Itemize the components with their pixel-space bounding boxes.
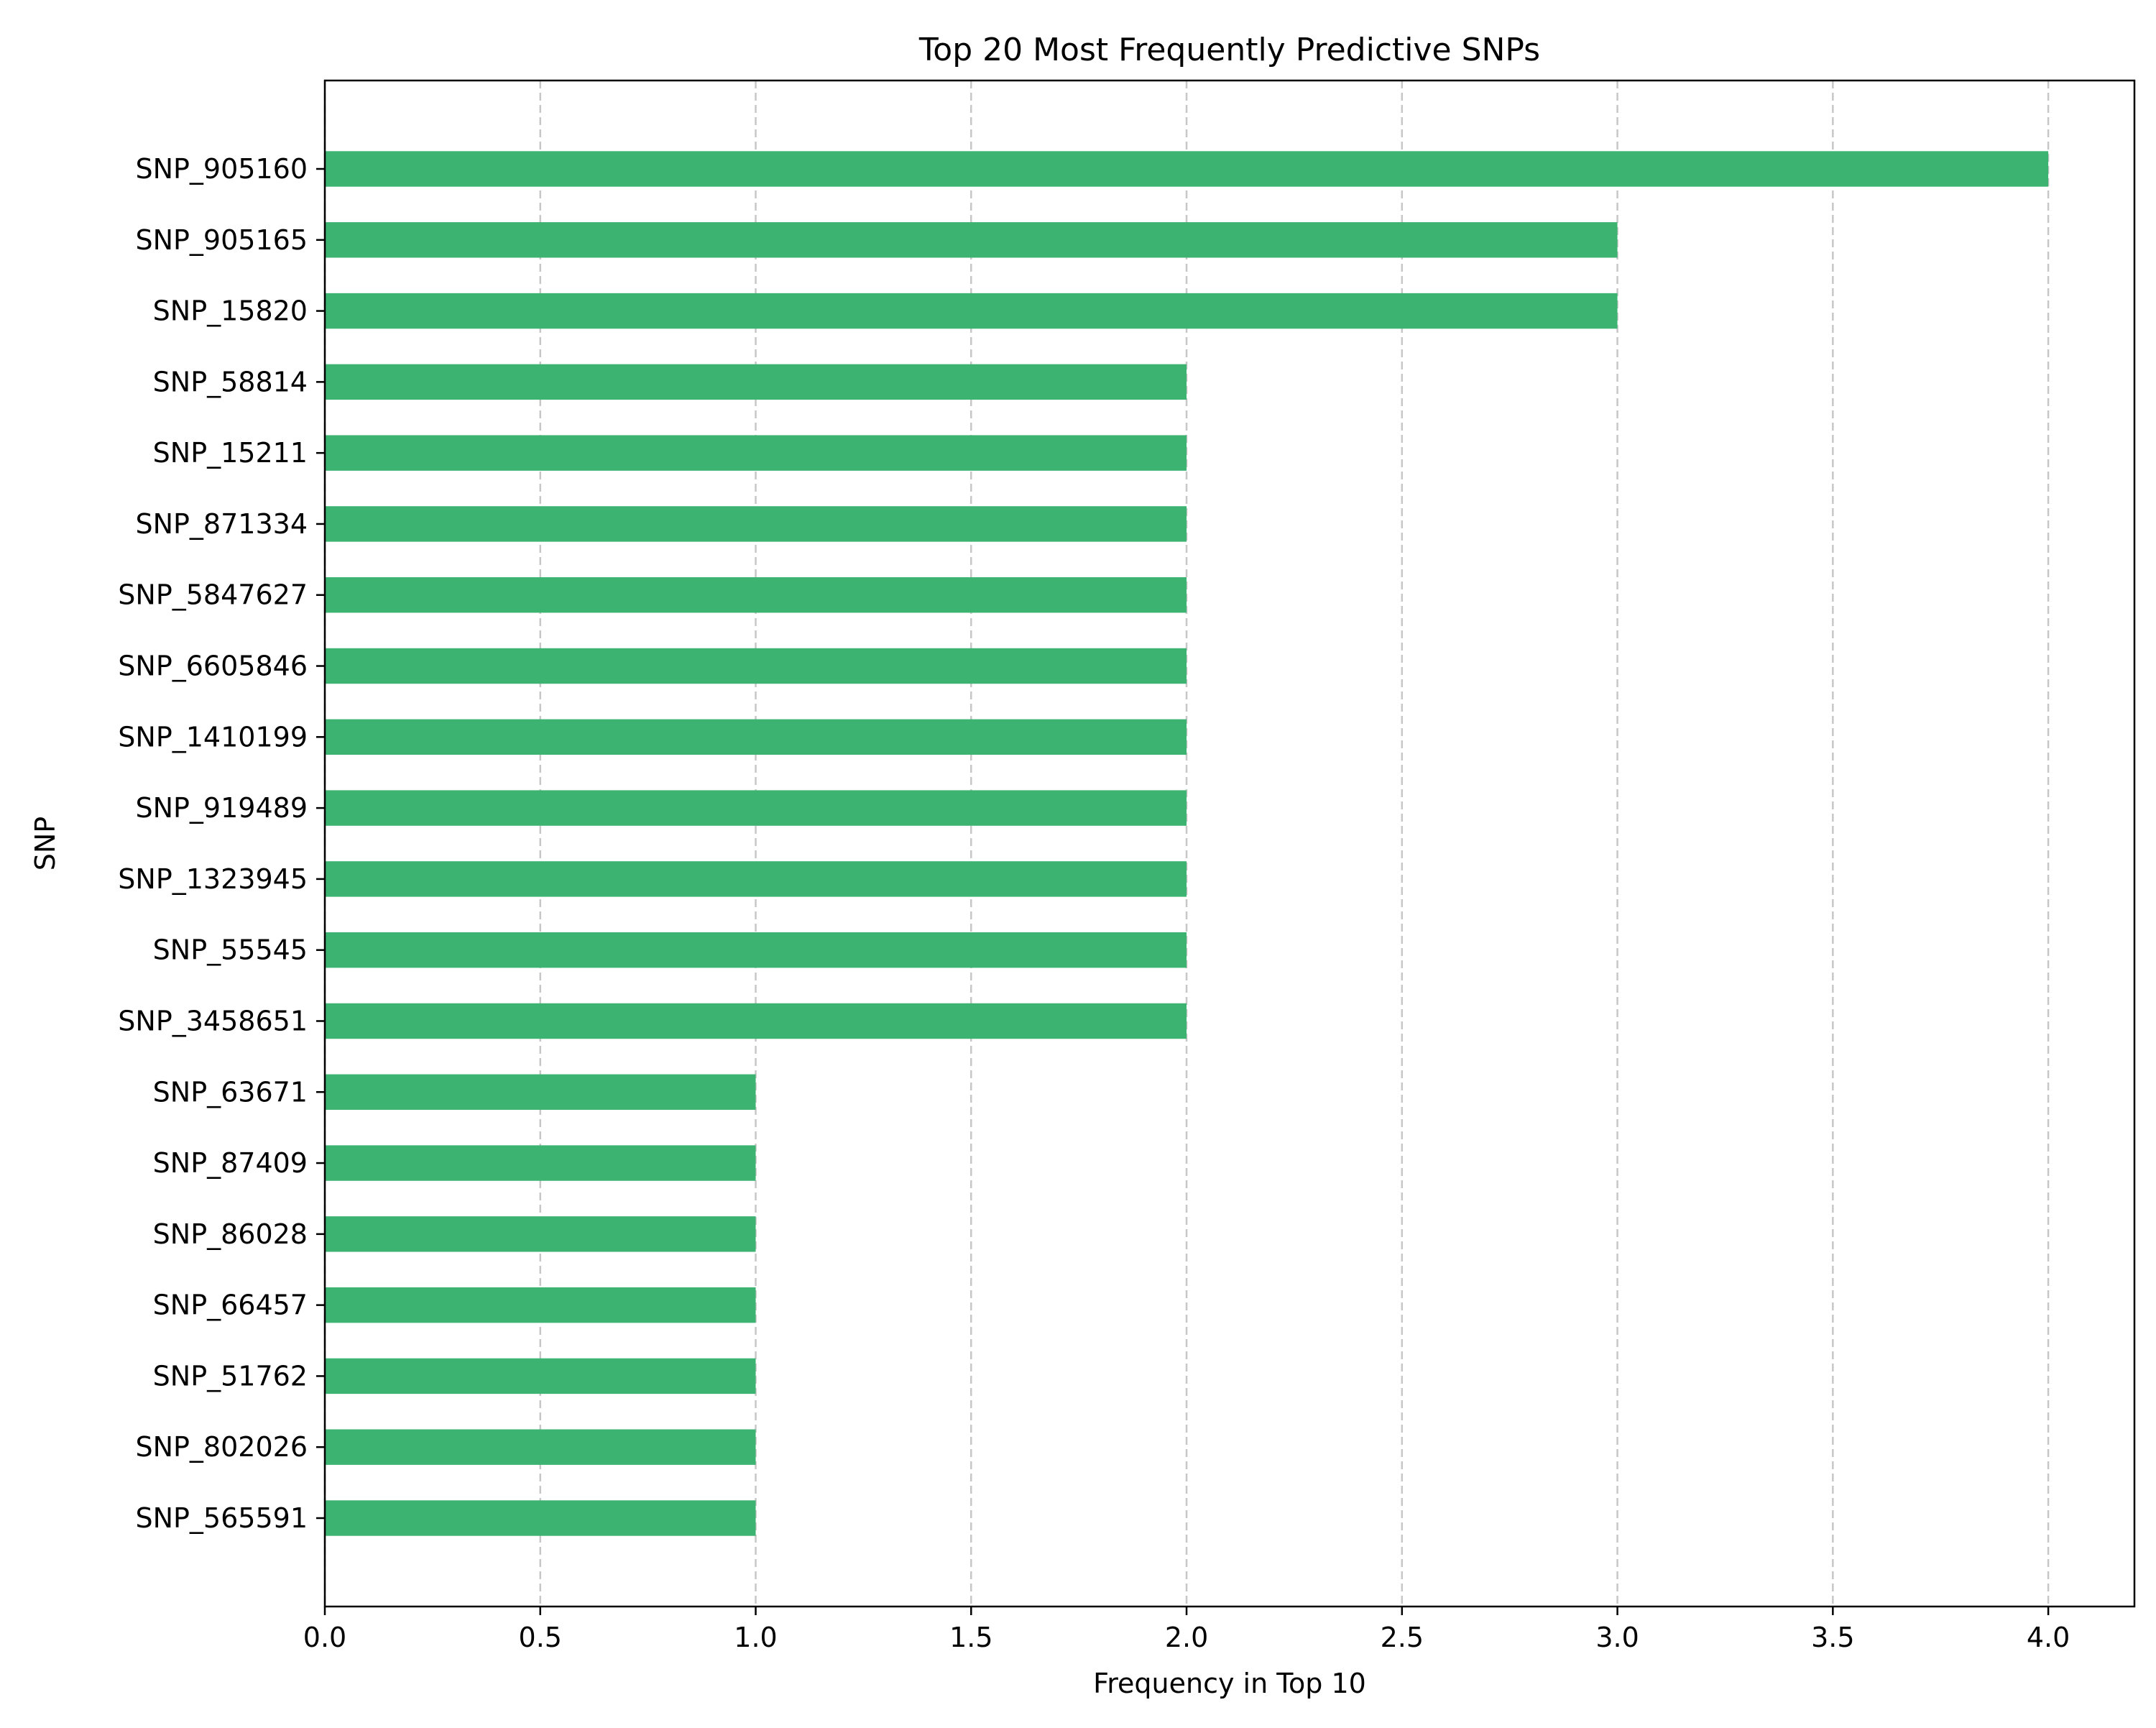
bar-snp-1323945 [325, 861, 1187, 897]
y-axis-label: SNP [29, 817, 61, 870]
x-axis-ticks: 0.0 0.5 1.0 1.5 2.0 2.5 3.0 3.5 4.0 [303, 1607, 2070, 1653]
y-tick-label: SNP_1410199 [118, 721, 308, 753]
bar-snp-905165 [325, 222, 1618, 258]
x-tick-label: 2.0 [1165, 1622, 1208, 1653]
x-tick-label: 4.0 [2027, 1622, 2070, 1653]
bar-snp-919489 [325, 790, 1187, 826]
x-tick-label: 3.0 [1595, 1622, 1639, 1653]
bar-snp-51762 [325, 1358, 756, 1394]
bar-snp-802026 [325, 1429, 756, 1465]
y-tick-label: SNP_6605846 [118, 651, 308, 682]
bar-snp-15211 [325, 435, 1187, 471]
grid-layer [323, 81, 2050, 1607]
bar-snp-58814 [325, 364, 1187, 400]
y-tick-label: SNP_5847627 [118, 579, 308, 611]
bar-snp-55545 [325, 932, 1187, 968]
bar-snp-3458651 [325, 1003, 1187, 1039]
y-tick-label: SNP_51762 [153, 1360, 308, 1392]
bar-snp-15820 [325, 293, 1618, 329]
y-tick-label: SNP_802026 [135, 1431, 308, 1463]
y-tick-label: SNP_55545 [153, 934, 308, 966]
y-tick-label: SNP_919489 [135, 792, 308, 824]
x-tick-label: 1.0 [734, 1622, 777, 1653]
x-tick-label: 0.0 [303, 1622, 346, 1653]
y-tick-label: SNP_905160 [135, 153, 308, 185]
y-tick-label: SNP_905165 [135, 224, 308, 256]
bar-snp-565591 [325, 1500, 756, 1536]
y-tick-label: SNP_66457 [153, 1290, 308, 1321]
bar-snp-5847627 [325, 577, 1187, 613]
y-tick-label: SNP_63671 [153, 1076, 308, 1108]
bar-snp-87409 [325, 1145, 756, 1181]
bar-snp-66457 [325, 1287, 756, 1323]
x-tick-label: 1.5 [949, 1622, 992, 1653]
y-tick-label: SNP_1323945 [118, 863, 308, 895]
bar-snp-871334 [325, 506, 1187, 542]
x-tick-label: 0.5 [519, 1622, 562, 1653]
y-tick-label: SNP_3458651 [118, 1005, 308, 1037]
bar-snp-6605846 [325, 648, 1187, 684]
x-axis-label: Frequency in Top 10 [1093, 1668, 1366, 1699]
y-tick-label: SNP_565591 [135, 1502, 308, 1534]
y-tick-label: SNP_58814 [153, 366, 308, 397]
plot-frame [323, 79, 2136, 1608]
x-tick-label: 2.5 [1381, 1622, 1424, 1653]
chart-title: Top 20 Most Frequently Predictive SNPs [918, 32, 1540, 68]
x-tick-label: 3.5 [1811, 1622, 1854, 1653]
y-tick-label: SNP_871334 [135, 508, 308, 540]
bars-layer [325, 151, 2049, 1536]
y-tick-label: SNP_15820 [153, 295, 308, 327]
y-tick-label: SNP_15211 [153, 437, 308, 469]
bar-snp-63671 [325, 1074, 756, 1110]
bar-snp-86028 [325, 1216, 756, 1252]
y-axis-ticks: SNP_905160 SNP_905165 SNP_15820 SNP_58814 SN… [118, 153, 325, 1534]
bar-snp-1410199 [325, 719, 1187, 755]
bar-snp-905160 [325, 151, 2049, 187]
y-tick-label: SNP_86028 [153, 1218, 308, 1250]
y-tick-label: SNP_87409 [153, 1147, 308, 1179]
